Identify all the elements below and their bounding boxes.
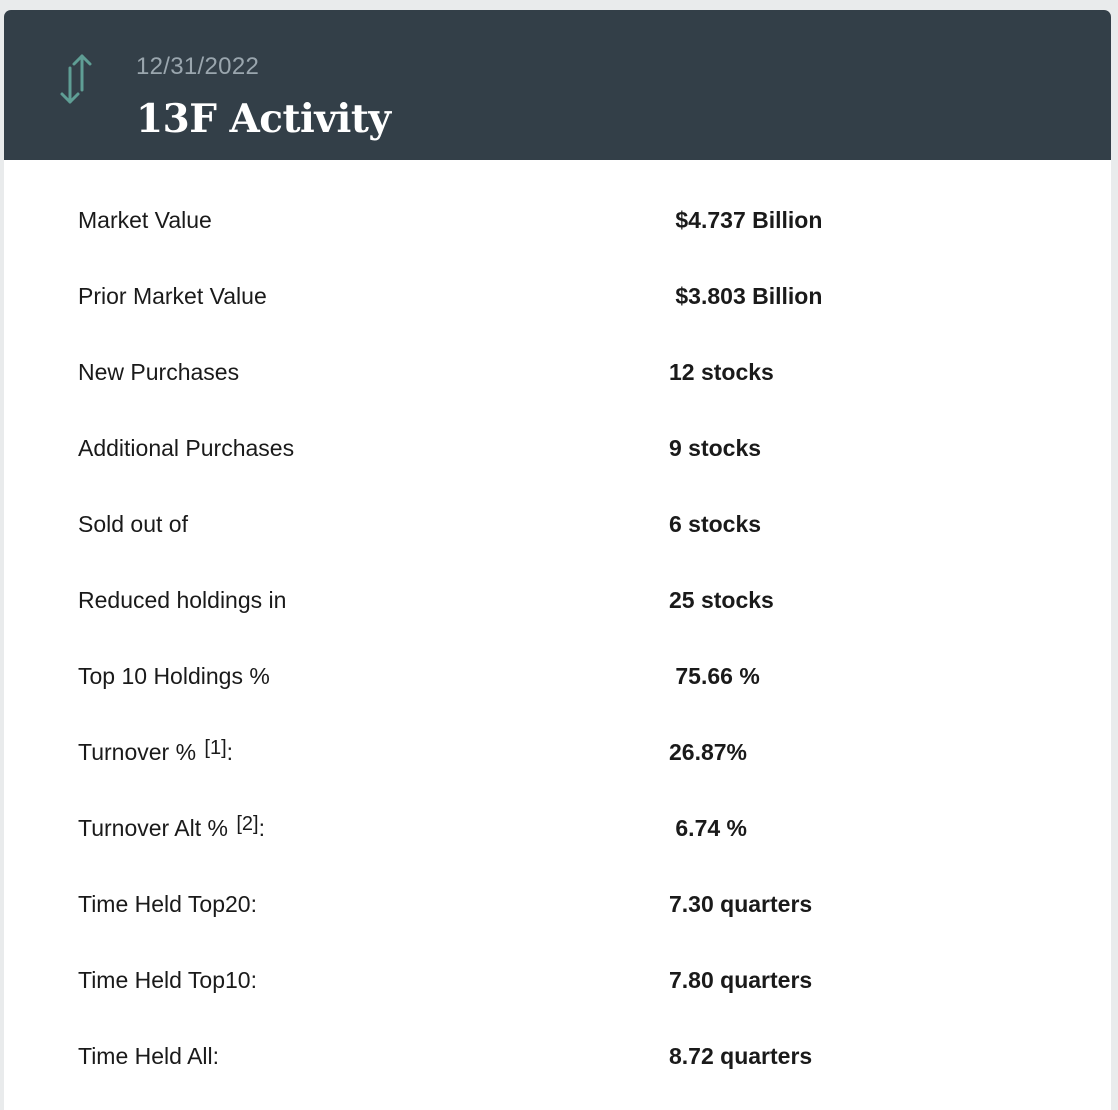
row-label-text: Additional Purchases bbox=[78, 435, 295, 461]
row-value: 7.30 quarters bbox=[669, 891, 813, 917]
footnote-link[interactable]: [1] bbox=[204, 737, 227, 759]
row-label-text: Turnover Alt % bbox=[78, 815, 235, 841]
row-label: Market Value bbox=[78, 207, 212, 234]
row-value: 26.87% bbox=[669, 739, 748, 765]
row-label: Sold out of bbox=[78, 511, 188, 538]
row-label: Turnover % [1]: bbox=[78, 737, 234, 766]
table-row: Turnover Alt % [2]: 6.74 % bbox=[4, 790, 1111, 866]
row-value: 9 stocks bbox=[669, 435, 762, 461]
row-value: 12 stocks bbox=[669, 359, 774, 385]
row-value: 8.72 quarters bbox=[669, 1043, 813, 1069]
row-label-text: Time Held All: bbox=[78, 1043, 220, 1069]
report-date: 12/31/2022 bbox=[136, 53, 260, 80]
up-down-arrows-icon bbox=[60, 54, 92, 104]
activity-card: 12/31/2022 13F Activity Market Value $4.… bbox=[4, 10, 1111, 1110]
table-row: Sold out of 6 stocks bbox=[4, 486, 1111, 562]
row-label: Additional Purchases bbox=[78, 435, 294, 462]
row-label: Reduced holdings in bbox=[78, 587, 286, 614]
row-value: 75.66 % bbox=[669, 663, 760, 689]
row-label-text: Sold out of bbox=[78, 511, 188, 537]
table-row: Time Held All: 8.72 quarters bbox=[4, 1018, 1111, 1094]
row-label: Top 10 Holdings % bbox=[78, 663, 270, 690]
row-label: Time Held All: bbox=[78, 1043, 219, 1070]
table-row: Time Held Top20: 7.30 quarters bbox=[4, 866, 1111, 942]
table-row: Additional Purchases 9 stocks bbox=[4, 410, 1111, 486]
row-label-text: Prior Market Value bbox=[78, 283, 267, 309]
row-label-suffix: : bbox=[258, 815, 266, 841]
table-row: Time Held Top10: 7.80 quarters bbox=[4, 942, 1111, 1018]
row-value: 25 stocks bbox=[669, 587, 774, 613]
row-label-text: Top 10 Holdings % bbox=[78, 663, 270, 689]
row-label: New Purchases bbox=[78, 359, 239, 386]
row-label-text: Time Held Top20: bbox=[78, 891, 257, 917]
card-header: 12/31/2022 13F Activity bbox=[4, 10, 1111, 160]
row-value: 7.80 quarters bbox=[669, 967, 813, 993]
row-label-text: Turnover % bbox=[78, 739, 203, 765]
table-row: Prior Market Value $3.803 Billion bbox=[4, 258, 1111, 334]
row-label: Time Held Top10: bbox=[78, 967, 257, 994]
row-value: $3.803 Billion bbox=[669, 283, 823, 309]
table-row: Market Value $4.737 Billion bbox=[4, 182, 1111, 258]
row-label-text: Time Held Top10: bbox=[78, 967, 257, 993]
table-row: Turnover % [1]: 26.87% bbox=[4, 714, 1111, 790]
table-row: New Purchases 12 stocks bbox=[4, 334, 1111, 410]
footnote-link[interactable]: [2] bbox=[236, 813, 259, 835]
row-label-suffix: : bbox=[226, 739, 234, 765]
row-label-text: Market Value bbox=[78, 207, 212, 233]
table-row: Top 10 Holdings % 75.66 % bbox=[4, 638, 1111, 714]
row-label: Prior Market Value bbox=[78, 283, 267, 310]
table-row: Reduced holdings in 25 stocks bbox=[4, 562, 1111, 638]
row-label: Turnover Alt % [2]: bbox=[78, 813, 266, 842]
row-value: $4.737 Billion bbox=[669, 207, 823, 233]
row-value: 6 stocks bbox=[669, 511, 762, 537]
row-label: Time Held Top20: bbox=[78, 891, 257, 918]
activity-table: Market Value $4.737 Billion Prior Market … bbox=[4, 182, 1111, 1094]
row-label-text: New Purchases bbox=[78, 359, 240, 385]
page-title: 13F Activity bbox=[136, 96, 391, 142]
row-value: 6.74 % bbox=[669, 815, 747, 841]
row-label-text: Reduced holdings in bbox=[78, 587, 287, 613]
